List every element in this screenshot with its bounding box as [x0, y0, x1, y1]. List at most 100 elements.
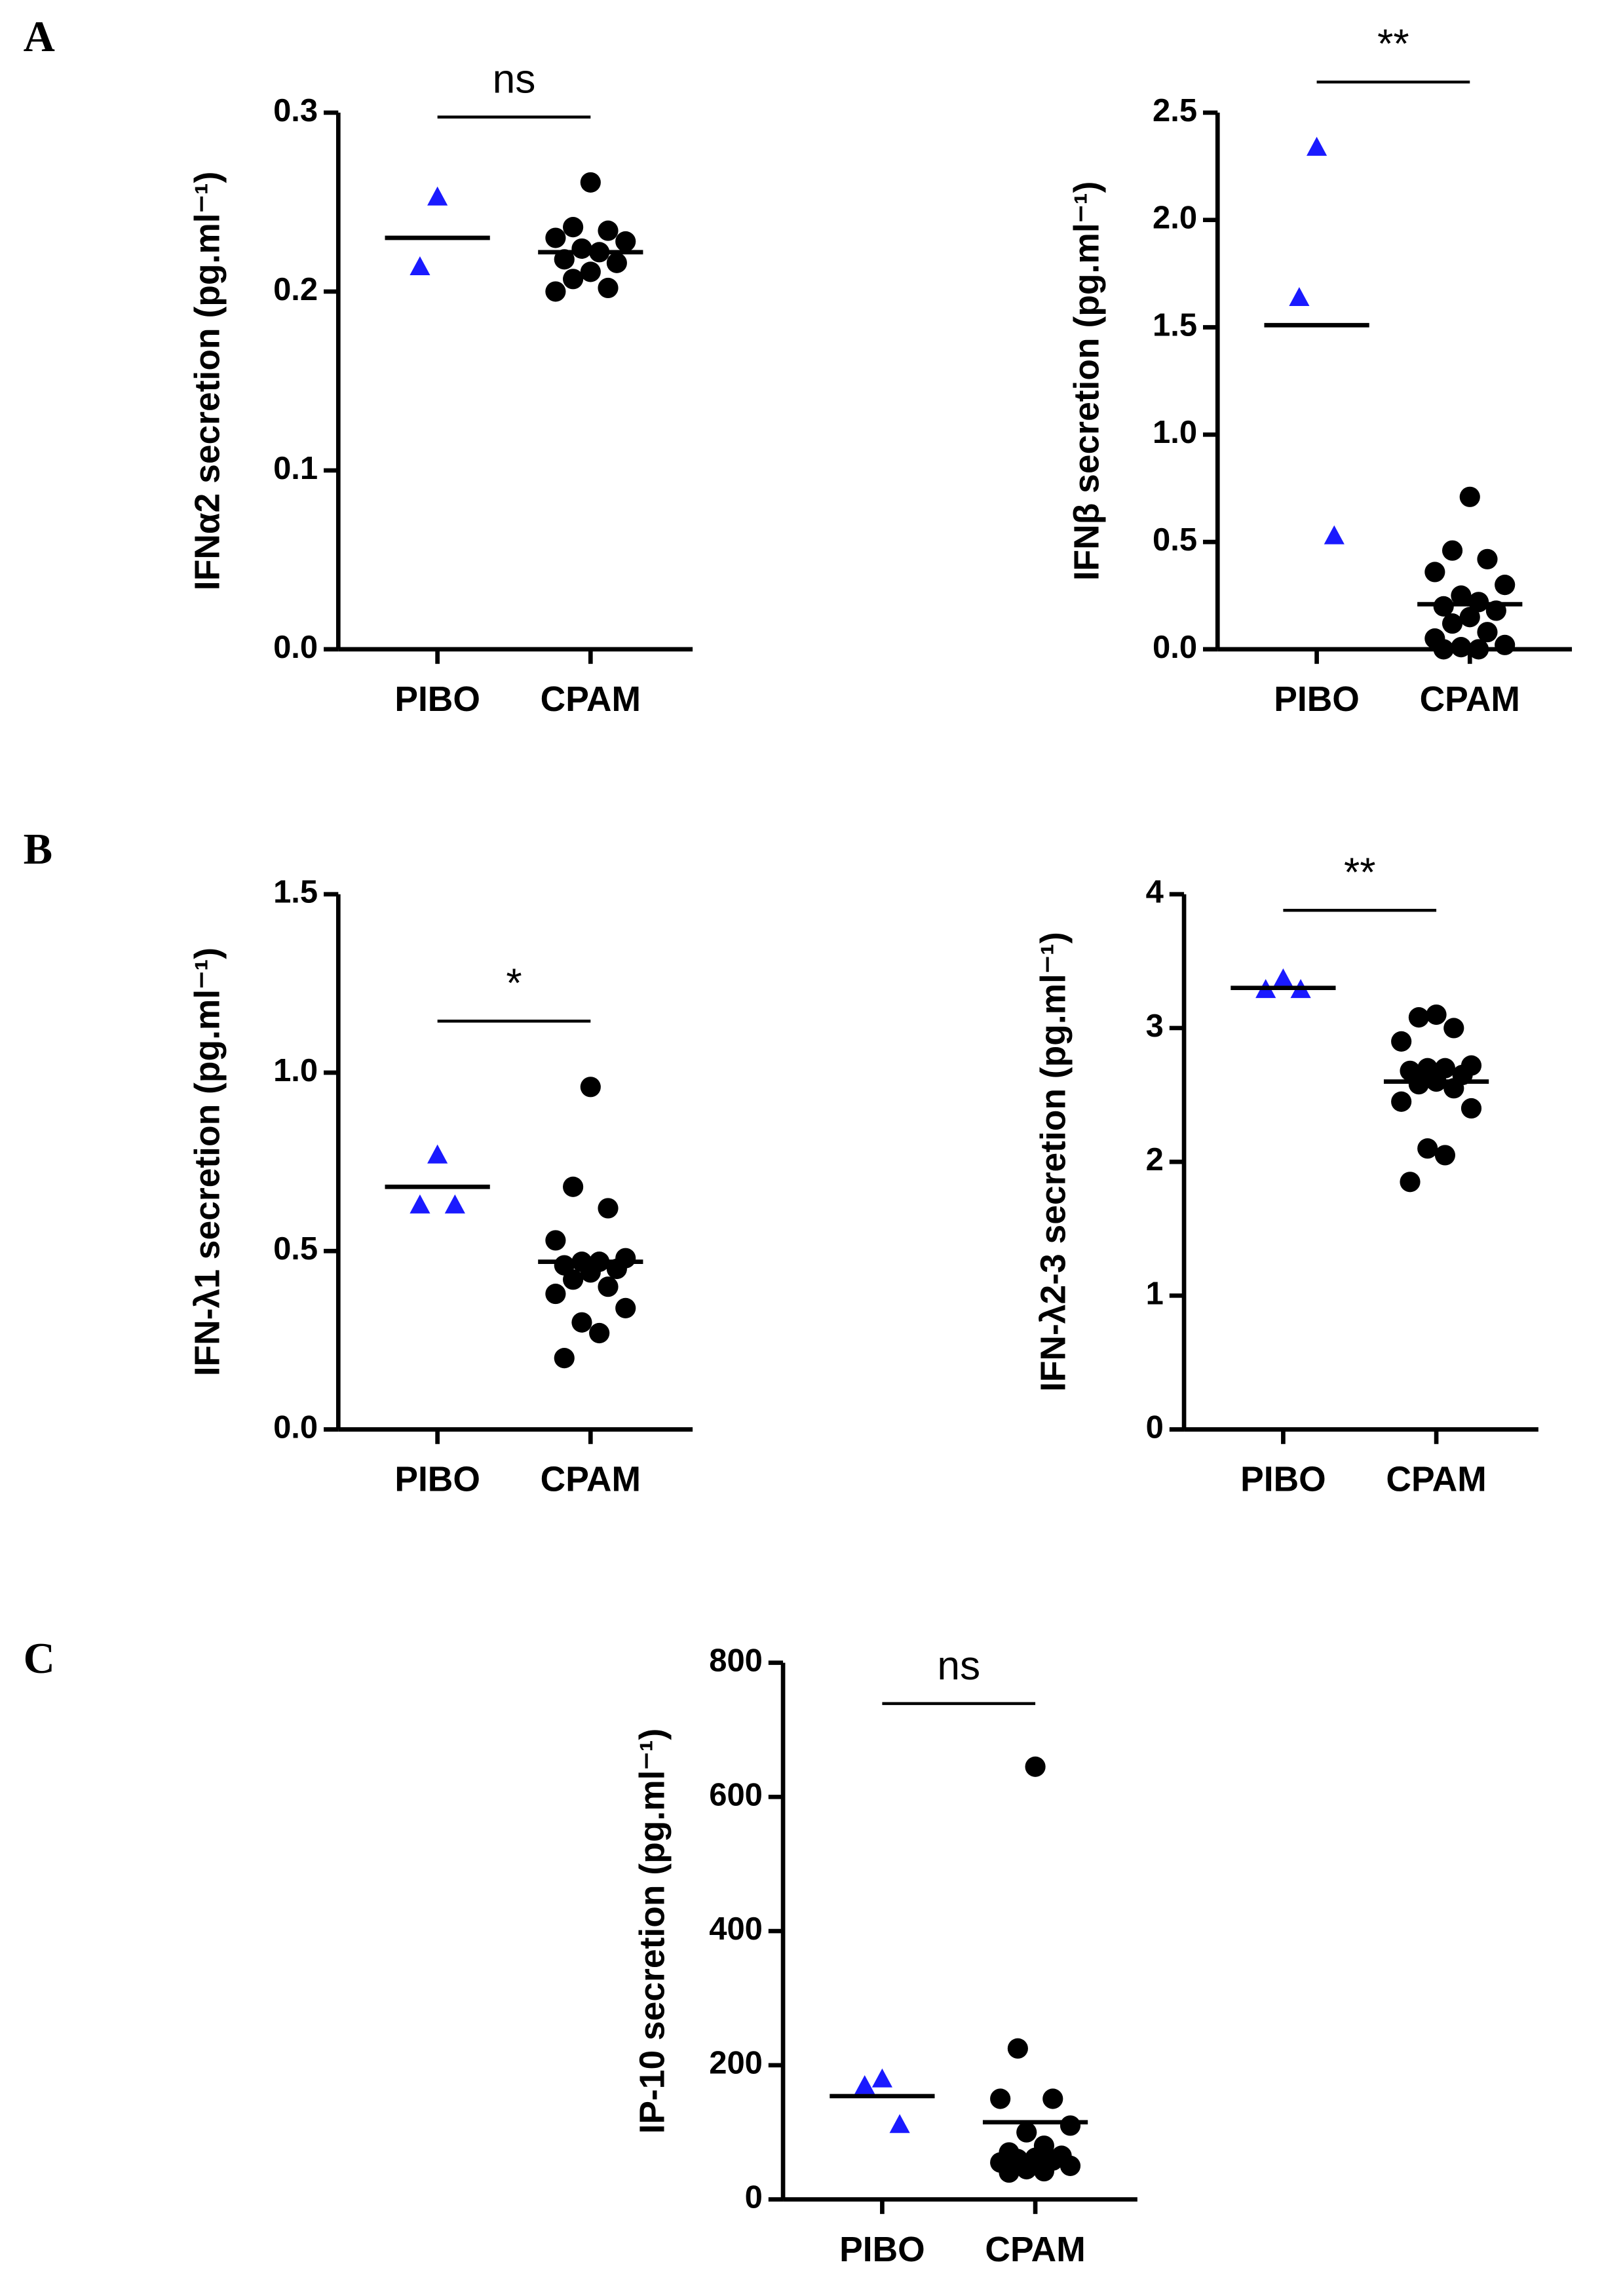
- point: [1060, 2115, 1081, 2136]
- x-tick-label: CPAM: [541, 680, 641, 719]
- point: [871, 2068, 892, 2088]
- point: [1042, 2088, 1063, 2109]
- y-tick-label: 600: [709, 1777, 763, 1812]
- point: [1461, 1098, 1482, 1119]
- y-tick-label: 0.2: [273, 272, 318, 307]
- significance-label: *: [506, 961, 522, 1006]
- significance-label: **: [1344, 850, 1376, 895]
- point: [1442, 613, 1463, 634]
- point: [1016, 2158, 1037, 2180]
- y-tick-label: 0.1: [273, 451, 318, 486]
- point: [571, 1312, 592, 1333]
- point: [545, 227, 566, 248]
- point: [1477, 622, 1498, 643]
- point: [1426, 1004, 1447, 1025]
- x-tick-label: CPAM: [985, 2230, 1085, 2269]
- point: [410, 1194, 430, 1214]
- point: [598, 1198, 619, 1219]
- significance-label: ns: [937, 1643, 980, 1689]
- point: [598, 277, 619, 299]
- point: [427, 1144, 448, 1164]
- point: [1408, 1074, 1429, 1095]
- point: [1391, 1031, 1412, 1052]
- point: [1016, 2122, 1037, 2143]
- x-tick-label: CPAM: [1420, 680, 1520, 719]
- point: [889, 2114, 910, 2133]
- point: [1495, 575, 1516, 596]
- point: [1033, 2160, 1055, 2182]
- y-tick-label: 400: [709, 1911, 763, 1947]
- point: [615, 1297, 636, 1318]
- x-tick-label: PIBO: [394, 1461, 480, 1499]
- y-axis-label: IFNβ secretion (pg.ml⁻¹): [1068, 182, 1107, 581]
- point: [563, 1269, 584, 1290]
- y-tick-label: 2.5: [1153, 93, 1197, 128]
- point: [1289, 287, 1310, 307]
- point: [1424, 562, 1445, 583]
- y-axis-label: IFN-λ2-3 secretion (pg.ml⁻¹): [1034, 932, 1073, 1392]
- x-tick-label: CPAM: [541, 1461, 641, 1499]
- point: [580, 261, 601, 282]
- y-tick-label: 3: [1146, 1008, 1164, 1044]
- x-tick-label: PIBO: [1274, 680, 1360, 719]
- x-tick-label: PIBO: [394, 680, 480, 719]
- point: [1408, 1007, 1429, 1028]
- y-tick-label: 1.0: [273, 1053, 318, 1088]
- panel-letter: B: [24, 826, 53, 873]
- point: [1451, 637, 1472, 658]
- point: [606, 252, 627, 273]
- point: [563, 1176, 584, 1197]
- point: [1417, 1138, 1438, 1159]
- point: [554, 1348, 575, 1369]
- y-tick-label: 800: [709, 1643, 763, 1679]
- point: [615, 231, 636, 252]
- y-axis-label: IFN-λ1 secretion (pg.ml⁻¹): [189, 947, 227, 1376]
- point: [1400, 1172, 1421, 1193]
- y-tick-label: 2.0: [1153, 201, 1197, 236]
- point: [1007, 2038, 1028, 2059]
- point: [580, 1262, 601, 1283]
- y-tick-label: 200: [709, 2046, 763, 2081]
- y-tick-label: 0.3: [273, 93, 318, 128]
- point: [545, 281, 566, 302]
- point: [1451, 585, 1472, 606]
- y-tick-label: 1.0: [1153, 415, 1197, 450]
- y-tick-label: 4: [1146, 875, 1164, 910]
- y-tick-label: 0.0: [273, 1409, 318, 1445]
- point: [854, 2075, 875, 2094]
- point: [427, 186, 448, 206]
- y-axis-label: IFNα2 secretion (pg.ml⁻¹): [189, 172, 227, 591]
- point: [444, 1194, 465, 1214]
- y-tick-label: 0: [1146, 1409, 1164, 1445]
- point: [1324, 525, 1345, 545]
- x-tick-label: PIBO: [1240, 1461, 1326, 1499]
- y-tick-label: 0.5: [273, 1231, 318, 1267]
- point: [589, 1322, 610, 1344]
- point: [1443, 1018, 1464, 1039]
- point: [598, 1276, 619, 1297]
- point: [1434, 1145, 1456, 1166]
- y-tick-label: 0.5: [1153, 522, 1197, 558]
- significance-label: **: [1377, 22, 1409, 67]
- point: [545, 1230, 566, 1251]
- point: [1468, 639, 1489, 660]
- y-tick-label: 0.0: [1153, 630, 1197, 665]
- point: [1272, 968, 1293, 987]
- point: [1025, 1756, 1046, 1777]
- panel-letter: A: [24, 13, 55, 61]
- point: [1433, 639, 1454, 660]
- point: [990, 2088, 1011, 2109]
- point: [563, 269, 584, 290]
- point: [598, 220, 619, 241]
- point: [580, 172, 601, 193]
- point: [1477, 548, 1498, 569]
- point: [1459, 486, 1480, 507]
- point: [545, 1284, 566, 1305]
- point: [1307, 136, 1327, 156]
- point: [1442, 540, 1463, 561]
- point: [410, 256, 430, 276]
- point: [563, 217, 584, 238]
- x-tick-label: CPAM: [1386, 1461, 1486, 1499]
- y-tick-label: 1.5: [273, 875, 318, 910]
